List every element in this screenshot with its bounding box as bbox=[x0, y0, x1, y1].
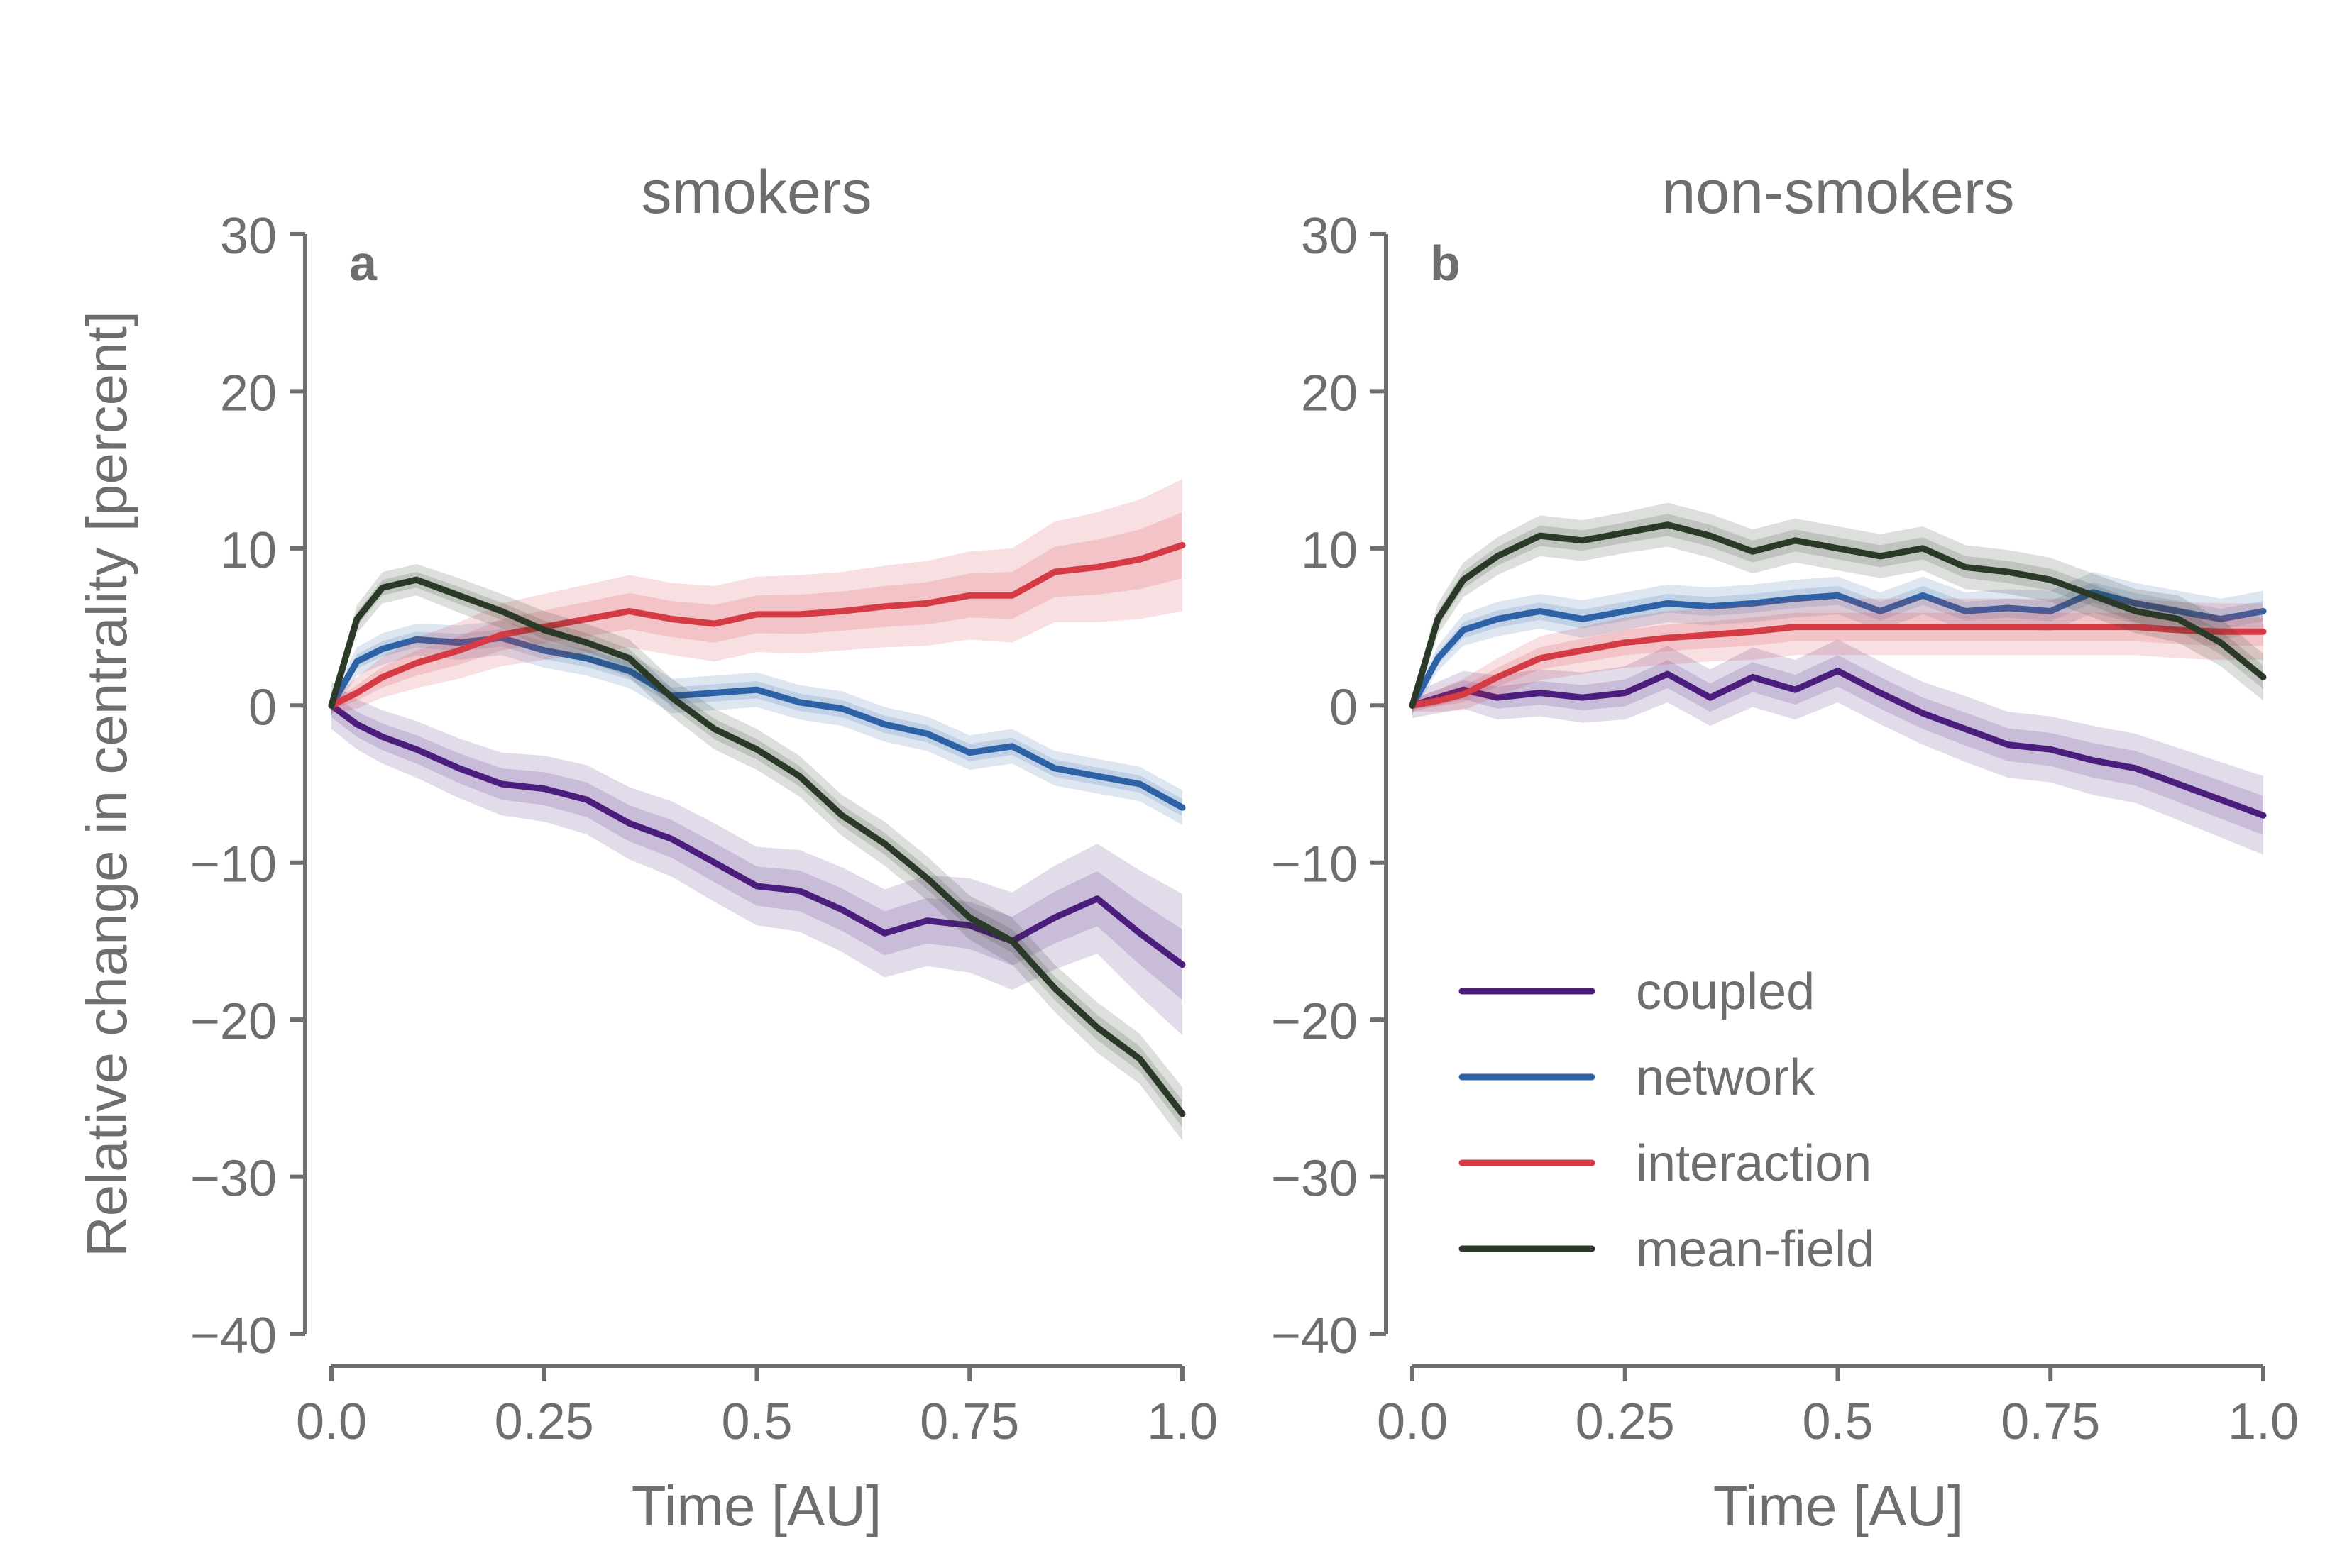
y-tick-label-a-1: 20 bbox=[220, 365, 277, 421]
band-b-network bbox=[1412, 572, 2263, 714]
band-a-interaction bbox=[331, 479, 1182, 714]
line-a-network bbox=[328, 634, 1186, 811]
y-tick-label-b-6: −30 bbox=[1271, 1151, 1358, 1208]
line-b-interaction bbox=[1409, 624, 2267, 709]
x-tick-label-a-2: 0.5 bbox=[721, 1393, 792, 1450]
panel-b-letter: b bbox=[1430, 236, 1461, 291]
line-a-mean-field bbox=[328, 576, 1186, 1117]
x-tick-label-a-0: 0.0 bbox=[296, 1393, 367, 1450]
band-inner-a-interaction bbox=[331, 512, 1182, 710]
legend-label-network: network bbox=[1636, 1049, 1815, 1106]
y-tick-label-a-2: 10 bbox=[220, 522, 277, 579]
panel-b-x-axis-label: Time [AU] bbox=[1713, 1474, 1964, 1537]
y-tick-label-b-7: −40 bbox=[1271, 1308, 1358, 1364]
panel-smokers: smokers a Relative change in centrality … bbox=[75, 158, 1218, 1537]
y-tick-label-a-7: −40 bbox=[190, 1308, 277, 1364]
x-tick-label-b-1: 0.25 bbox=[1576, 1393, 1675, 1450]
legend: coupled network interaction mean-field bbox=[1458, 964, 1874, 1278]
x-tick-label-b-2: 0.5 bbox=[1802, 1393, 1873, 1450]
legend-label-interaction: interaction bbox=[1636, 1135, 1871, 1192]
panel-b-title: non-smokers bbox=[1661, 158, 2014, 226]
band-a-coupled bbox=[331, 682, 1182, 1036]
band-inner-b-coupled bbox=[1412, 655, 2263, 835]
panel-a-title: smokers bbox=[642, 158, 872, 226]
y-tick-label-a-3: 0 bbox=[248, 679, 277, 736]
y-tick-label-a-6: −30 bbox=[190, 1151, 277, 1208]
line-b-mean-field bbox=[1409, 521, 2267, 709]
y-tick-label-b-1: 20 bbox=[1301, 365, 1358, 421]
x-tick-label-b-3: 0.75 bbox=[2001, 1393, 2100, 1450]
x-tick-label-a-3: 0.75 bbox=[920, 1393, 1019, 1450]
x-tick-label-a-4: 1.0 bbox=[1147, 1393, 1218, 1450]
y-tick-label-b-5: −20 bbox=[1271, 993, 1358, 1050]
y-tick-label-a-0: 30 bbox=[220, 208, 277, 265]
legend-label-coupled: coupled bbox=[1636, 964, 1815, 1020]
y-axis-label: Relative change in centrality [percent] bbox=[75, 311, 138, 1257]
panel-a-x-axis-label: Time [AU] bbox=[632, 1474, 882, 1537]
y-tick-label-a-4: −10 bbox=[190, 837, 277, 893]
x-tick-label-a-1: 0.25 bbox=[495, 1393, 594, 1450]
y-tick-label-a-5: −20 bbox=[190, 993, 277, 1050]
line-a-interaction bbox=[328, 541, 1186, 709]
y-tick-label-b-3: 0 bbox=[1329, 679, 1358, 736]
x-tick-label-b-4: 1.0 bbox=[2228, 1393, 2299, 1450]
panel-a-axes: 30 20 10 0 −10 −20 −30 −40 0.0 0.25 0.5 0.75 1.0 bbox=[190, 208, 1218, 1450]
x-tick-label-b-0: 0.0 bbox=[1377, 1393, 1448, 1450]
legend-label-mean-field: mean-field bbox=[1636, 1221, 1874, 1278]
y-tick-label-b-2: 10 bbox=[1301, 522, 1358, 579]
band-inner-b-mean-field bbox=[1412, 514, 2263, 710]
line-a-coupled bbox=[328, 702, 1186, 968]
band-inner-b-interaction bbox=[1412, 612, 2263, 709]
panel-b-series bbox=[1409, 502, 2267, 855]
panel-b-axes: 30 20 10 0 −10 −20 −30 −40 0.0 0.25 0.5 0.75 1.0 bbox=[1271, 208, 2299, 1450]
y-tick-label-b-4: −10 bbox=[1271, 837, 1358, 893]
y-tick-label-b-0: 30 bbox=[1301, 208, 1358, 265]
panel-non-smokers: non-smokers b Time [AU] 30 20 10 0 −10 −20 −30… bbox=[1271, 158, 2299, 1537]
line-b-coupled bbox=[1409, 668, 2267, 819]
panel-a-series bbox=[328, 479, 1186, 1141]
panel-a-letter: a bbox=[349, 236, 378, 291]
line-b-network bbox=[1409, 589, 2267, 709]
